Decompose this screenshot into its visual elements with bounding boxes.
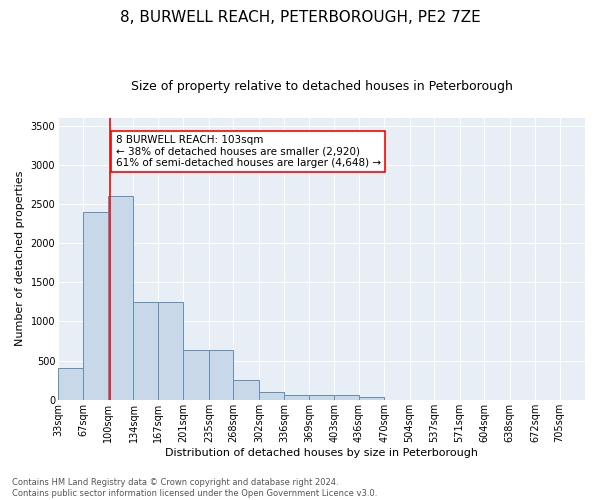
- Bar: [359, 397, 384, 400]
- Bar: [133, 302, 158, 400]
- Title: Size of property relative to detached houses in Peterborough: Size of property relative to detached ho…: [131, 80, 512, 93]
- Text: 8 BURWELL REACH: 103sqm
← 38% of detached houses are smaller (2,920)
61% of semi: 8 BURWELL REACH: 103sqm ← 38% of detache…: [116, 135, 380, 168]
- Bar: [108, 196, 133, 400]
- Bar: [259, 392, 284, 400]
- Bar: [334, 396, 359, 400]
- Text: Contains HM Land Registry data © Crown copyright and database right 2024.
Contai: Contains HM Land Registry data © Crown c…: [12, 478, 377, 498]
- Bar: [233, 380, 259, 400]
- Bar: [158, 302, 184, 400]
- Bar: [58, 368, 83, 400]
- Bar: [209, 350, 233, 400]
- Y-axis label: Number of detached properties: Number of detached properties: [15, 171, 25, 346]
- Bar: [309, 395, 334, 400]
- Text: 8, BURWELL REACH, PETERBOROUGH, PE2 7ZE: 8, BURWELL REACH, PETERBOROUGH, PE2 7ZE: [119, 10, 481, 25]
- Bar: [284, 394, 309, 400]
- Bar: [83, 212, 108, 400]
- X-axis label: Distribution of detached houses by size in Peterborough: Distribution of detached houses by size …: [165, 448, 478, 458]
- Bar: [184, 350, 209, 400]
